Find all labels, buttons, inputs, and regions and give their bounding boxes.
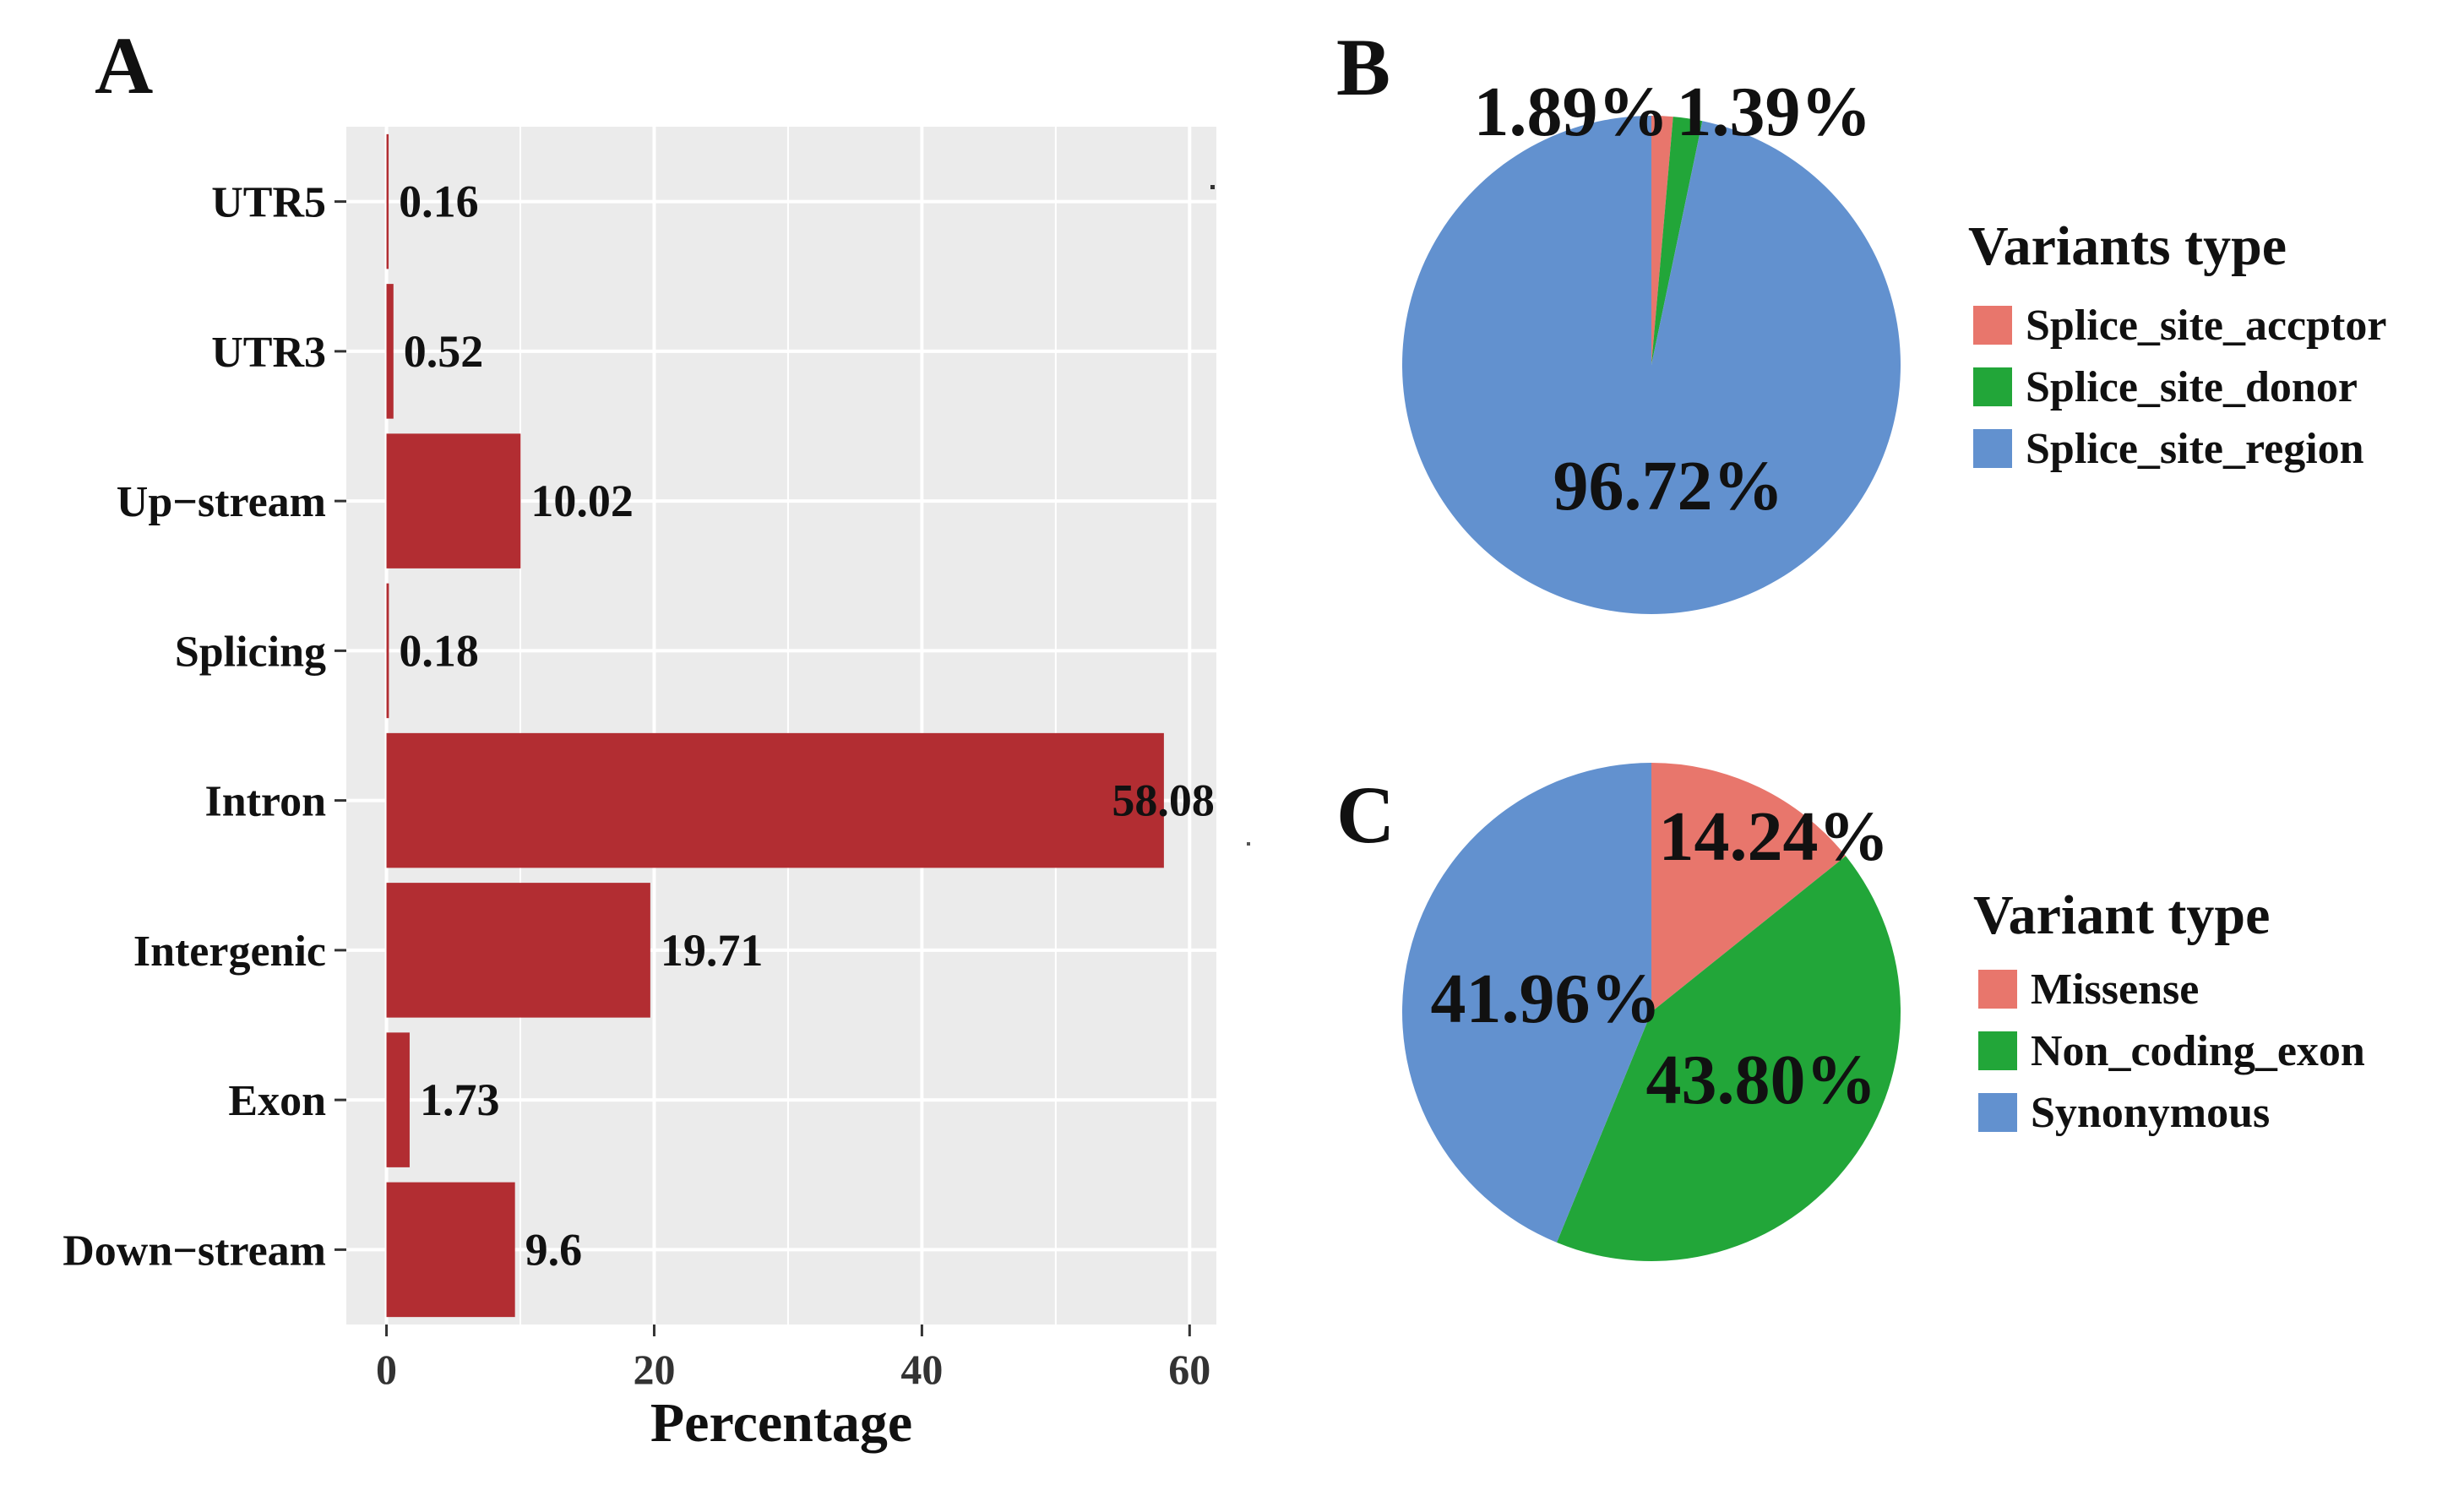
panel-b-pie-chart: B 1.39%1.89% 96.72% Variants type Splice_… xyxy=(1336,22,2386,614)
panel-letter-a: A xyxy=(95,20,153,111)
bar xyxy=(386,133,389,269)
panel-letter-c: C xyxy=(1336,770,1395,860)
pie-slice xyxy=(1402,116,1901,614)
pie-slice xyxy=(1651,117,1703,365)
bar xyxy=(386,1032,410,1167)
pie-label: 14.24% xyxy=(1659,797,1890,876)
legend-label: Splice_site_donor xyxy=(2026,363,2358,411)
bar-value-label: 1.73 xyxy=(420,1074,499,1125)
panel-a-bar-chart: A 0.16 0.52 10.02 0.18 58.08 19.71 1.73 9.6 UTR… xyxy=(63,20,1250,1454)
pie-labels: 1.39%1.89% 96.72% xyxy=(1474,73,1872,525)
x-tick-label: 0 xyxy=(376,1346,397,1393)
category-label: UTR3 xyxy=(211,329,326,377)
legend: Missense Non_coding_exon Synonymous xyxy=(1978,966,2365,1137)
x-tick-label: 60 xyxy=(1168,1346,1210,1393)
x-axis-ticks: 0 20 40 60 xyxy=(376,1325,1210,1393)
pie-slice xyxy=(1401,763,1651,1243)
panel-c-pie-chart: C 14.24% 41.96%43.80% Variant type Missen… xyxy=(1336,763,2365,1261)
legend-swatch xyxy=(1973,367,2012,406)
category-label: Exon xyxy=(228,1077,326,1125)
pie-label: 1.39% xyxy=(1677,73,1872,151)
legend-title: Variant type xyxy=(1973,884,2270,946)
legend-label: Splice_site_region xyxy=(2026,425,2364,473)
pie-slice xyxy=(1651,763,1847,1012)
bars xyxy=(386,133,1164,1318)
bar-value-label: 0.16 xyxy=(399,177,479,227)
legend-swatch xyxy=(1978,1093,2017,1132)
legend-swatch xyxy=(1973,429,2012,468)
pie-label: 96.72% xyxy=(1553,447,1784,525)
bar xyxy=(386,732,1164,868)
category-label: Intergenic xyxy=(133,927,326,976)
category-label: Down−stream xyxy=(63,1227,326,1275)
bar-value-label: 0.18 xyxy=(399,625,478,676)
bar xyxy=(386,284,394,419)
pie-slices xyxy=(1402,116,1901,614)
bar-value-label: 0.52 xyxy=(404,326,483,377)
pie-slices xyxy=(1401,763,1901,1261)
bar-value-label: 58.08 xyxy=(1112,775,1215,826)
legend-label: Missense xyxy=(2031,966,2199,1014)
category-label: Splicing xyxy=(175,628,326,676)
bar-value-label: 10.02 xyxy=(530,476,634,526)
bar-value-label: 19.71 xyxy=(661,925,764,976)
category-label: Intron xyxy=(204,778,326,826)
pie-label: 1.89% xyxy=(1474,73,1669,151)
legend-swatch xyxy=(1973,306,2012,345)
category-label: UTR5 xyxy=(211,179,326,227)
x-tick-label: 40 xyxy=(900,1346,943,1393)
bar xyxy=(386,583,389,719)
bar xyxy=(386,433,521,568)
stray-mark xyxy=(1210,185,1215,189)
bar-value-label: 9.6 xyxy=(525,1224,583,1275)
pie-label: 41.96% xyxy=(1431,960,1662,1038)
x-tick-label: 20 xyxy=(633,1346,675,1393)
x-axis-title: Percentage xyxy=(650,1392,912,1454)
stray-mark xyxy=(1247,842,1250,846)
category-label: Up−stream xyxy=(117,478,326,526)
category-axis: UTR5 UTR3 Up−stream Splicing Intron Intergeni… xyxy=(63,179,346,1275)
pie-slice xyxy=(1556,856,1901,1261)
legend: Splice_site_accptor Splice_site_donor Spli… xyxy=(1973,302,2386,473)
plot-background xyxy=(346,127,1216,1325)
panel-letter-b: B xyxy=(1336,22,1390,112)
legend-swatch xyxy=(1978,1031,2017,1070)
pie-label: 43.80% xyxy=(1646,1041,1877,1119)
legend-swatch xyxy=(1978,970,2017,1009)
legend-label: Synonymous xyxy=(2031,1089,2270,1137)
bar xyxy=(386,883,650,1018)
legend-title: Variants type xyxy=(1968,215,2287,277)
bar xyxy=(386,1182,515,1318)
legend-label: Splice_site_accptor xyxy=(2026,302,2386,350)
pie-slice xyxy=(1651,116,1673,365)
pie-labels: 14.24% 41.96%43.80% xyxy=(1431,797,1890,1119)
bar-value-labels: 0.16 0.52 10.02 0.18 58.08 19.71 1.73 9.6 xyxy=(399,177,1215,1276)
legend-label: Non_coding_exon xyxy=(2031,1027,2365,1075)
